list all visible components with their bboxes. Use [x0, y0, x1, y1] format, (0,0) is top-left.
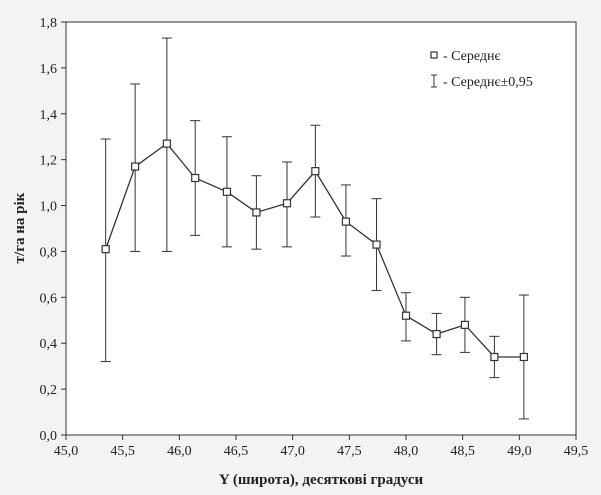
mean-point [519, 352, 528, 362]
x-tick-label: 49,5 [564, 444, 589, 459]
legend-label: - Середнє [443, 49, 501, 64]
x-tick-label: 45,5 [110, 444, 135, 459]
x-tick-label: 47,0 [280, 444, 305, 459]
y-tick-label: 1,2 [40, 154, 58, 169]
x-tick-label: 46,0 [167, 444, 192, 459]
y-tick-label: 1,4 [40, 108, 58, 123]
x-tick-label: 48,0 [394, 444, 419, 459]
mean-point [282, 199, 292, 208]
mean-point [460, 320, 470, 329]
mean-point [162, 139, 171, 148]
mean-point [401, 311, 411, 320]
mean-point [311, 167, 320, 176]
x-tick-label: 48,5 [450, 444, 475, 459]
x-tick-label: 49,0 [507, 444, 532, 459]
y-tick-label: 1,6 [40, 62, 58, 77]
mean-point [341, 217, 351, 226]
legend-square-icon [430, 51, 438, 59]
mean-point [222, 187, 232, 196]
legend-label: - Середнє±0,95 [443, 75, 533, 90]
x-axis-title: Y (широта), десяткові градуси [219, 472, 424, 488]
mean-point [432, 329, 441, 339]
y-tick-label: 0,8 [40, 245, 58, 260]
y-tick-label: 1,8 [40, 16, 58, 31]
y-tick-label: 1,0 [40, 200, 58, 215]
y-axis-ticks: 0,0 0,2 0,4 0,6 0,8 1,0 1,2 1,4 1,6 1,8 [40, 16, 66, 444]
x-axis-ticks: 45,0 45,5 46,0 46,5 47,0 47,5 48,0 48,5 49,0 49,5 [54, 435, 589, 459]
legend: - Середнє - Середнє±0,95 [430, 49, 533, 90]
y-tick-label: 0,4 [40, 337, 58, 352]
mean-point [252, 208, 261, 217]
mean-point [191, 173, 200, 183]
plot-area [65, 21, 577, 436]
mean-point [131, 162, 140, 171]
x-tick-label: 45,0 [54, 444, 79, 459]
x-tick-label: 47,5 [337, 444, 362, 459]
mean-point [372, 240, 381, 249]
y-tick-label: 0,6 [40, 291, 58, 306]
series-layer [100, 37, 529, 420]
mean-point [101, 245, 110, 254]
y-tick-label: 0,2 [40, 383, 58, 398]
y-axis-title: т/га на рік [12, 192, 28, 263]
y-tick-label: 0,0 [40, 429, 58, 444]
x-tick-label: 46,5 [224, 444, 249, 459]
mean-point [490, 352, 499, 362]
